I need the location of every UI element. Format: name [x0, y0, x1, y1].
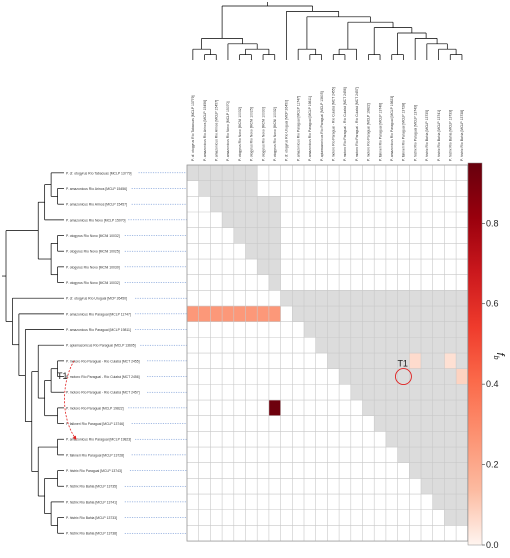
row-label: P. amazonicus Río Arinos [MCLP 15457]: [66, 203, 127, 207]
top-dendrogram: [192, 2, 463, 60]
column-label: P. cf. otogyrus Río Uruguai [MCP 26450]: [285, 100, 289, 161]
row-label: P. histrix Río Paraguai [MCLP 13743]: [66, 469, 122, 473]
column-label: P. motoro Río Paraguai - Río Cuiabá [MCT…: [343, 87, 347, 161]
column-label: P. motoro Río Paraguai - Río Cuiabá [MCT…: [331, 87, 335, 161]
row-label: P. amazonicus Río Paraguai [MCLP 11747]: [66, 312, 131, 316]
colorbar: 0.0 0.2 0.4 0.6 0.8 fb: [467, 162, 506, 550]
highlight-circle: [395, 368, 412, 385]
column-label: P. motoro Río Paraguai - Río Cuiabá [MCT…: [355, 87, 359, 161]
row-label: P. motoro Río Paraguai - Río Cuiabá [MCT…: [66, 359, 140, 363]
row-label: P. histrix Río Bahia [MCLP 13735]: [66, 485, 117, 489]
row-label: P. cf. otogyrus Río Uruguai [MCP 26450]: [66, 297, 127, 301]
row-label: P. histrix Río Bahia [MCLP 13733]: [66, 516, 117, 520]
row-label: P. motoro Río Paraguai - Río Cuiabá [MCT…: [66, 391, 140, 395]
row-label: P. motoro Río Paraguai [MCLP 19822]: [66, 406, 124, 410]
heatmap-cell: [222, 306, 234, 322]
shaded-cell-block: [222, 212, 281, 228]
shaded-cell-block: [315, 337, 468, 354]
heatmap-cell: [268, 400, 281, 416]
row-label: P. amazonicus Río Arinos [MCLP 15456]: [66, 187, 127, 191]
row-label: P. histrix Río Bahia [MCLP 13738]: [66, 532, 117, 536]
annotation-arrow: [64, 360, 77, 440]
column-label: P. falkneri Río Paraguai [MCLP 13728]: [402, 103, 406, 161]
column-label: P. otogyrus Río Novo [MCNI 10030]: [261, 107, 265, 161]
shaded-cell-block: [385, 431, 468, 448]
heatmap-grid: [186, 164, 469, 542]
row-label: P. otogyrus Río Novo [MCNI 10030]: [66, 265, 120, 269]
column-label: P. amazonicus Río Arinos [MCLP 15457]: [214, 100, 218, 161]
row-label: P. apiamazonicus Río Paraguai [MCLP 1360…: [66, 344, 136, 348]
shaded-cell-block: [245, 243, 281, 260]
column-label: P. cf. otogyrus Río Tabacuas [MCLP 13779…: [191, 96, 195, 161]
column-label: P. apiamazonicus Río Paraguai [MCLP 1360…: [320, 91, 324, 161]
column-label: P. otogyrus Río Novo [MCNI 10032]: [273, 107, 277, 161]
heatmap-cell: [210, 306, 223, 322]
row-guide-lines: [124, 172, 187, 534]
heatmap-cell: [268, 306, 281, 322]
row-label: P. otogyrus Río Novo [MCNI 10032]: [66, 281, 120, 285]
heatmap-cell: [187, 306, 199, 322]
row-label: P. amazonicus Río Paraguai [MCLP 19823]: [66, 438, 131, 442]
column-label: P. histrix Río Bahia [MCLP 13738]: [460, 110, 464, 161]
column-label: P. amazonicus Río Paraguai [MCLP 19823]: [390, 96, 394, 161]
column-label: P. otogyrus Río Novo [MCNI 10025]: [250, 107, 254, 161]
column-label: P. histrix Río Paraguai [MCLP 13743]: [413, 105, 417, 161]
colorbar-tick-label: 0.6: [486, 299, 499, 309]
colorbar-tick-label: 0.4: [486, 379, 499, 389]
shaded-cell-block: [268, 274, 281, 291]
shaded-cell-block: [292, 306, 468, 322]
colorbar-tick-label: 0.8: [486, 218, 499, 228]
heatmap-cell: [245, 306, 258, 322]
column-label: P. motoro Río Paraguai [MCLP 19822]: [367, 103, 371, 161]
column-label: P. amazonicus Río Arinos [MCLP 15456]: [203, 100, 207, 161]
row-label: P. otogyrus Río Novo [MCNI 10025]: [66, 250, 120, 254]
annotation-label: T1: [397, 359, 408, 369]
row-labels: P. cf. otogyrus Río Tabacuas [MCLP 13779…: [66, 171, 140, 535]
column-label: P. amazonicus Río Paraguai [MCLP 19811]: [308, 96, 312, 161]
heatmap-cell: [456, 368, 468, 385]
colorbar-tick-label: 0.2: [486, 460, 499, 470]
colorbar-bar: [467, 162, 483, 546]
heatmap-cell: [257, 306, 269, 322]
row-label: P. histrix Río Bahia [MCLP 13741]: [66, 500, 117, 504]
heatmap-cell: [198, 306, 211, 322]
left-dendrogram: [2, 172, 64, 534]
column-label: P. otogyrus Río Novo [MCNI 10032]: [238, 107, 242, 161]
column-label: P. histrix Río Bahia [MCLP 13733]: [448, 110, 452, 161]
column-label: P. histrix Río Bahia [MCLP 13735]: [425, 110, 429, 161]
shaded-cell-block: [339, 368, 468, 385]
heatmap-cell: [409, 353, 421, 369]
annotations: T1 T1: [57, 359, 412, 440]
shaded-cell-block: [432, 494, 468, 510]
row-label: P. motoro Río Paraguai - Río Cuiabá [MCT…: [66, 375, 140, 379]
row-label: P. amazonicus Río Paraguai [MCLP 19811]: [66, 328, 131, 332]
shaded-cell-block: [362, 400, 468, 416]
annotation-label: T1: [57, 371, 68, 381]
column-labels: P. cf. otogyrus Río Tabacuas [MCLP 13779…: [191, 87, 464, 161]
colorbar-label: fb: [492, 353, 506, 360]
shaded-cell-block: [198, 180, 258, 197]
row-label: P. cf. otogyrus Río Tabacuas [MCLP 13779…: [66, 171, 131, 175]
row-label: P. otogyrus Río Novo [MCNI 10032]: [66, 234, 120, 238]
row-label: P. falkneri Río Paraguai [MCLP 13746]: [66, 422, 124, 426]
heatmap-cell: [233, 306, 246, 322]
heatmap-cell: [444, 353, 457, 369]
colorbar-tick-label: 0.0: [486, 540, 499, 550]
column-label: P. histrix Río Bahia [MCLP 13741]: [437, 110, 441, 161]
row-label: P. amazonicus Río Novo [MCLP 15070]: [66, 218, 125, 222]
row-label: P. falkneri Río Paraguai [MCLP 13728]: [66, 453, 124, 457]
column-label: P. amazonicus Río Paraguai [MCLP 11747]: [296, 96, 300, 161]
shaded-cell-block: [409, 462, 468, 479]
column-label: P. falkneri Río Paraguai [MCLP 13746]: [378, 103, 382, 161]
column-label: P. amazonicus Río Novo [MCLP 15070]: [226, 102, 230, 161]
